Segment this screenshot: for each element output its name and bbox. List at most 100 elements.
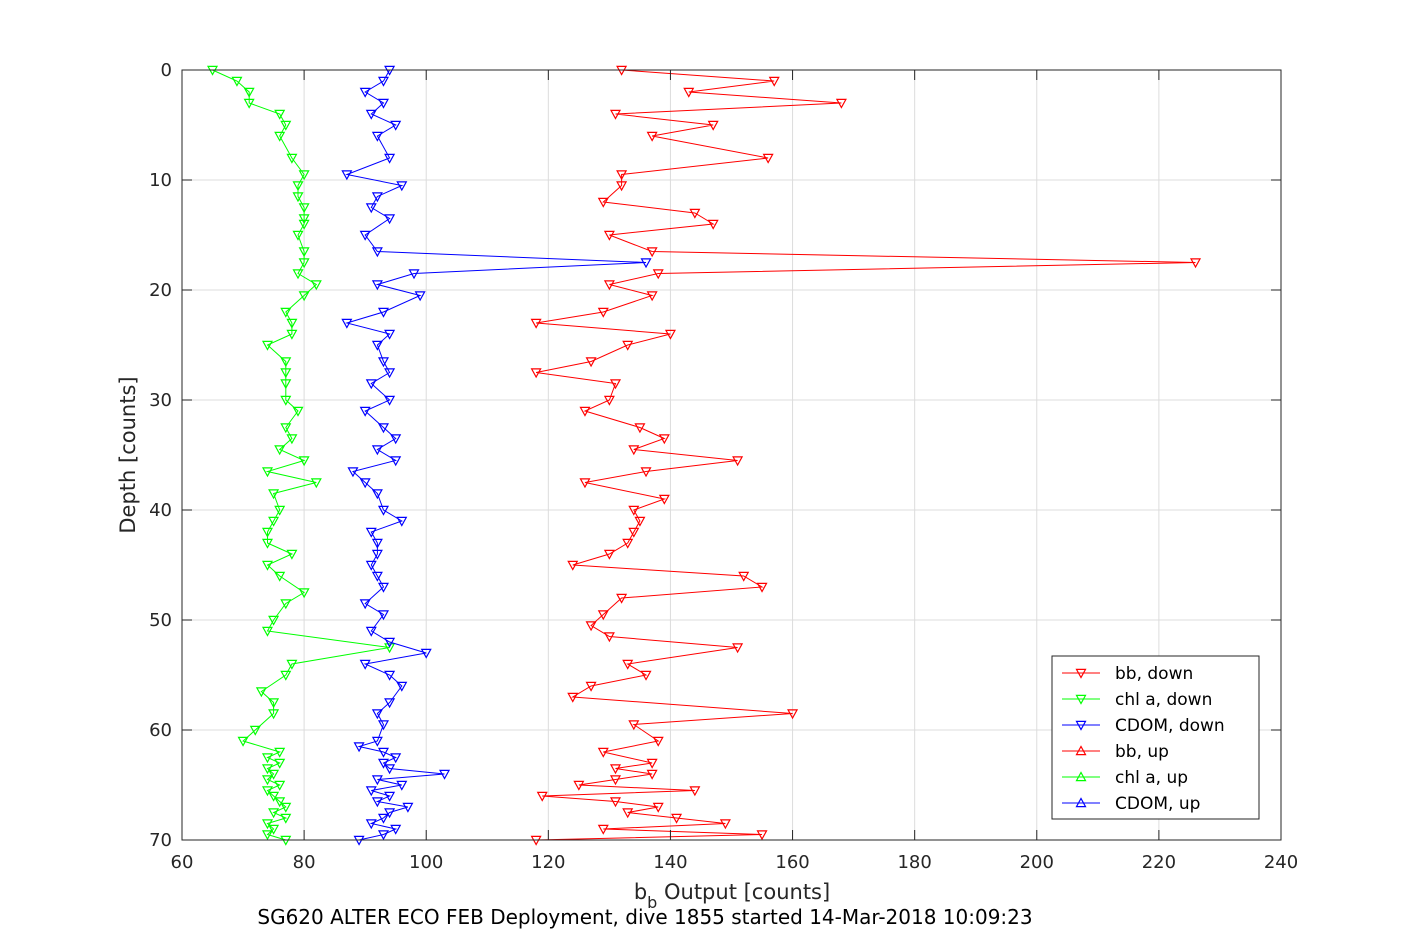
- subtitle: SG620 ALTER ECO FEB Deployment, dive 185…: [257, 905, 1032, 929]
- y-tick-label: 10: [149, 170, 172, 191]
- series-bb-down: [530, 65, 1202, 846]
- y-tick-label: 60: [149, 720, 172, 741]
- x-tick-label: 100: [409, 852, 443, 873]
- data-point-chl-a-down: [261, 764, 273, 775]
- x-tick-label: 140: [653, 852, 687, 873]
- x-tick-label: 240: [1264, 852, 1298, 873]
- data-point-chl-a-down: [292, 192, 304, 203]
- data-point-cdom-down: [390, 753, 402, 764]
- data-point-cdom-down: [359, 659, 371, 670]
- data-point-chl-a-down: [298, 588, 310, 599]
- data-point-bb-down: [732, 456, 744, 467]
- data-point-chl-a-down: [280, 120, 292, 131]
- data-point-chl-a-down: [286, 659, 298, 670]
- data-point-chl-a-down: [268, 791, 280, 802]
- data-point-chl-a-down: [274, 758, 286, 769]
- data-point-bb-down: [603, 280, 615, 291]
- data-point-cdom-down: [371, 445, 383, 456]
- data-point-chl-a-down: [261, 527, 273, 538]
- data-point-cdom-down: [365, 203, 377, 214]
- data-point-cdom-down: [377, 98, 390, 109]
- data-point-cdom-down: [396, 516, 408, 527]
- data-point-chl-a-down: [274, 445, 286, 456]
- data-point-bb-down: [768, 76, 780, 87]
- data-point-bb-down: [658, 494, 670, 505]
- data-point-bb-down: [622, 808, 634, 819]
- data-point-chl-a-down: [261, 775, 273, 786]
- data-point-chl-a-down: [261, 538, 273, 549]
- data-point-chl-a-down: [280, 379, 292, 390]
- data-point-cdom-down: [390, 434, 402, 445]
- data-point-bb-down: [719, 819, 731, 830]
- data-point-chl-a-down: [384, 643, 396, 654]
- data-point-chl-a-down: [249, 725, 261, 736]
- data-point-cdom-down: [365, 109, 377, 120]
- data-point-bb-down: [732, 643, 744, 654]
- x-axis-label: bb Output [counts]: [634, 880, 830, 912]
- series-chl-a-down: [207, 65, 396, 846]
- data-point-bb-down: [628, 720, 640, 731]
- data-point-chl-a-down: [255, 687, 267, 698]
- data-point-cdom-down: [359, 599, 371, 610]
- data-point-bb-down: [762, 153, 774, 164]
- data-point-bb-down: [622, 340, 634, 351]
- data-point-cdom-down: [377, 610, 390, 621]
- data-point-chl-a-down: [268, 824, 280, 835]
- data-point-cdom-down: [371, 131, 383, 142]
- x-axis-label-rest: Output [counts]: [657, 880, 830, 904]
- data-point-chl-a-down: [274, 780, 286, 791]
- data-point-cdom-down: [390, 824, 402, 835]
- data-point-chl-a-down: [237, 736, 249, 747]
- data-point-bb-down: [603, 632, 615, 643]
- data-point-bb-down: [787, 709, 799, 720]
- series-cdom-down: [341, 65, 652, 846]
- data-point-cdom-down: [384, 368, 396, 379]
- data-point-bb-down: [671, 813, 683, 824]
- data-point-bb-down: [579, 478, 591, 489]
- data-point-cdom-down: [377, 758, 390, 769]
- data-point-cdom-down: [371, 280, 383, 291]
- data-point-chl-a-down: [261, 753, 273, 764]
- data-point-bb-down: [658, 434, 670, 445]
- legend-label-bb-down: bb, down: [1115, 664, 1193, 684]
- data-point-bb-down: [622, 659, 634, 670]
- data-point-cdom-down: [414, 291, 426, 302]
- legend-label-chl-a-up: chl a, up: [1115, 768, 1188, 788]
- data-point-bb-down: [652, 736, 664, 747]
- data-point-cdom-down: [384, 214, 396, 225]
- legend-marker-bb-down: [1075, 668, 1087, 679]
- data-point-bb-down: [567, 692, 579, 703]
- data-point-bb-down: [707, 219, 719, 230]
- data-point-bb-down: [616, 181, 628, 192]
- y-tick-label: 30: [149, 390, 172, 411]
- data-point-cdom-down: [377, 720, 390, 731]
- data-point-bb-down: [616, 170, 628, 181]
- data-point-chl-a-down: [261, 830, 273, 841]
- data-point-cdom-down: [377, 582, 390, 593]
- data-point-chl-a-down: [292, 181, 304, 192]
- data-point-chl-a-down: [261, 560, 273, 571]
- legend-box: [1051, 655, 1260, 820]
- data-point-chl-a-down: [268, 769, 280, 780]
- data-point-cdom-down: [371, 775, 383, 786]
- data-point-chl-a-down: [261, 819, 273, 830]
- x-tick-label: 200: [1020, 852, 1054, 873]
- x-axis-label-subscript: b: [647, 893, 657, 912]
- data-point-bb-down: [567, 560, 579, 571]
- data-point-bb-down: [646, 758, 658, 769]
- data-point-cdom-down: [365, 626, 377, 637]
- data-point-cdom-down: [439, 769, 451, 780]
- data-point-chl-a-down: [274, 109, 286, 120]
- data-point-cdom-down: [365, 560, 377, 571]
- data-point-bb-down: [603, 395, 615, 406]
- y-tick-label: 0: [161, 60, 172, 81]
- data-point-chl-a-down: [261, 626, 273, 637]
- data-point-bb-down: [756, 582, 768, 593]
- data-point-bb-down: [646, 247, 658, 258]
- data-point-cdom-down: [365, 527, 377, 538]
- data-point-cdom-down: [371, 340, 383, 351]
- data-point-cdom-down: [384, 637, 396, 648]
- data-point-chl-a-down: [286, 153, 298, 164]
- data-point-cdom-down: [377, 307, 390, 318]
